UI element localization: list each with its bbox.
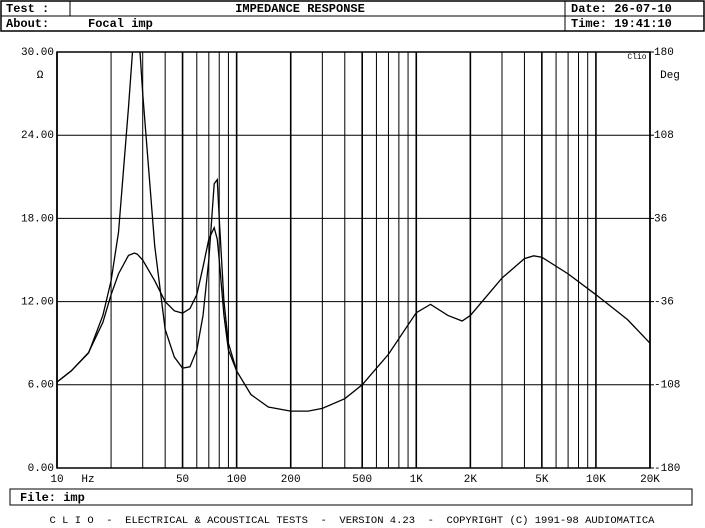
x-tick-label: 100 bbox=[227, 474, 247, 486]
x-tick-label: 2K bbox=[464, 474, 478, 486]
x-tick-label: 10K bbox=[586, 474, 606, 486]
y2-tick-label: -108 bbox=[654, 380, 680, 392]
series-line bbox=[57, 52, 650, 412]
file-box bbox=[9, 488, 693, 506]
x-tick-label: 20K bbox=[640, 474, 660, 486]
x-unit: Hz bbox=[81, 474, 94, 486]
date: Date: 26-07-10 bbox=[571, 2, 672, 16]
about-label: About: bbox=[6, 17, 49, 31]
test-label: Test : bbox=[6, 2, 49, 16]
x-tick-label: 200 bbox=[281, 474, 301, 486]
y2-unit: Deg bbox=[660, 70, 680, 82]
file: File: imp bbox=[20, 491, 85, 505]
x-tick-label: 50 bbox=[176, 474, 189, 486]
x-tick-label: 10 bbox=[50, 474, 63, 486]
y-unit: Ω bbox=[37, 70, 44, 82]
about: Focal imp bbox=[88, 17, 153, 31]
logo: Clio bbox=[627, 53, 646, 62]
x-tick-label: 500 bbox=[352, 474, 372, 486]
y-tick-label: 24.00 bbox=[21, 130, 54, 142]
y-tick-label: 0.00 bbox=[28, 463, 54, 475]
time: Time: 19:41:10 bbox=[571, 17, 672, 31]
y2-tick-label: 36 bbox=[654, 213, 667, 225]
plot-frame bbox=[56, 51, 651, 469]
plot: 10 50 100 200 500 1K 2K 5K 10K 20K 0.00 6.00 12.00 18… bbox=[21, 47, 680, 486]
y2-tick-label: 108 bbox=[654, 130, 674, 142]
y-tick-label: 18.00 bbox=[21, 213, 54, 225]
credits: C L I O - ELECTRICAL & ACOUSTICAL TESTS … bbox=[50, 515, 656, 527]
title: IMPEDANCE RESPONSE bbox=[235, 2, 365, 16]
y-tick-label: 6.00 bbox=[28, 380, 54, 392]
y2-tick-label: 180 bbox=[654, 47, 674, 59]
y-tick-label: 30.00 bbox=[21, 47, 54, 59]
y2-tick-label: -180 bbox=[654, 463, 680, 475]
x-tick-label: 5K bbox=[535, 474, 549, 486]
y-tick-label: 12.00 bbox=[21, 297, 54, 309]
y2-tick-label: -36 bbox=[654, 297, 674, 309]
x-tick-label: 1K bbox=[410, 474, 424, 486]
series-line bbox=[57, 225, 238, 383]
